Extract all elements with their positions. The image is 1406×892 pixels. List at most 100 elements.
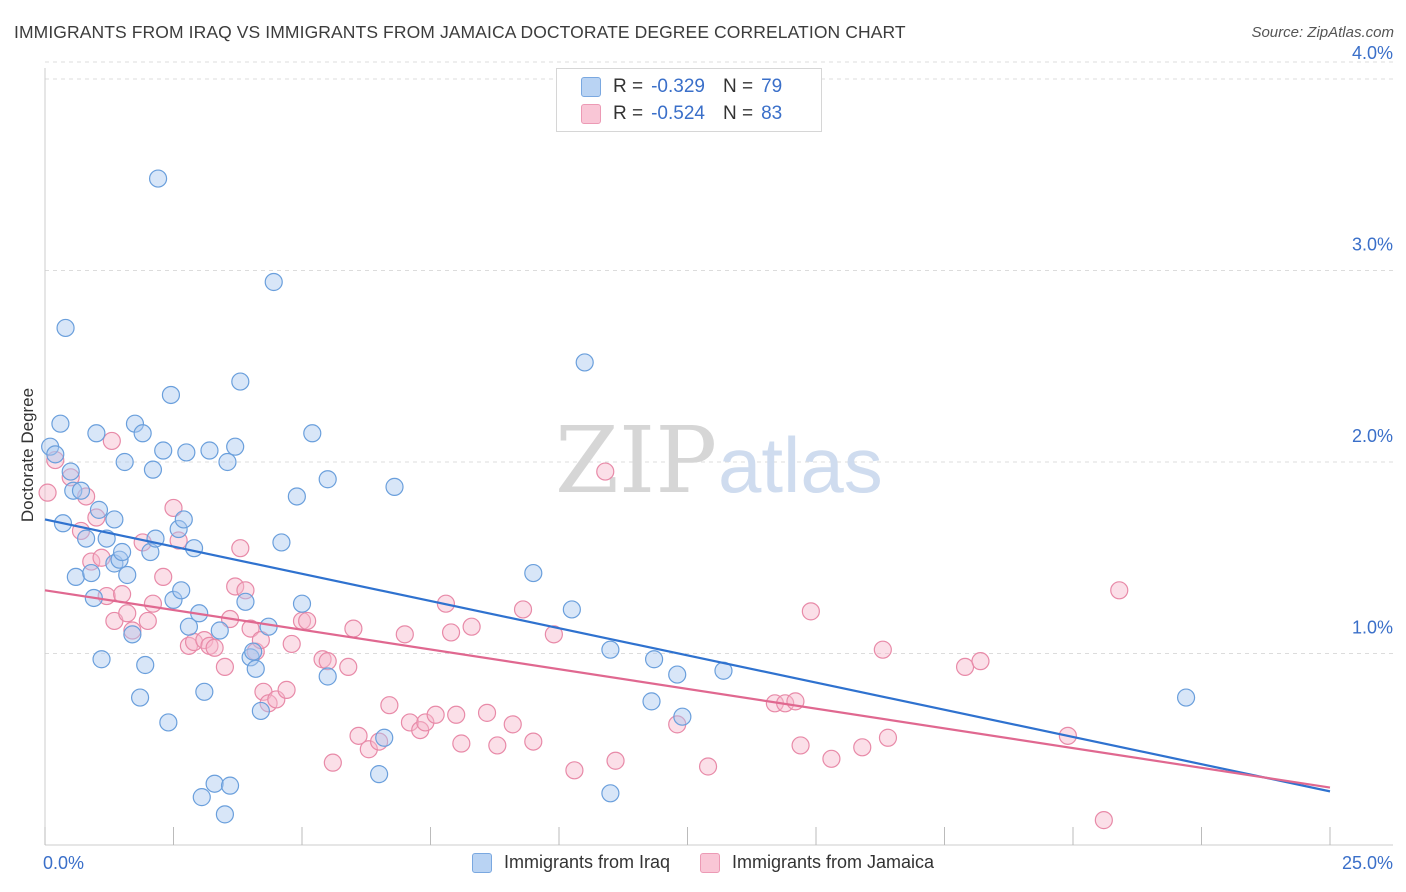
legend-n-label: N = (722, 76, 754, 97)
iraq-data-point (251, 701, 270, 721)
jamaica-data-point (61, 468, 80, 487)
iraq-data-point (642, 692, 661, 711)
jamaica-data-point (195, 630, 214, 650)
y-axis-label: Doctorate Degree (18, 388, 37, 522)
iraq-data-point (125, 414, 145, 433)
y-tick-label: 1.0% (1352, 618, 1393, 638)
jamaica-data-point (698, 757, 718, 776)
jamaica-data-point (606, 751, 625, 770)
iraq-data-point (154, 441, 173, 460)
jamaica-data-point (462, 617, 481, 636)
jamaica-data-point (395, 625, 414, 644)
jamaica-data-point (241, 619, 260, 638)
jamaica-data-point (596, 462, 615, 481)
jamaica-data-point (349, 726, 368, 745)
jamaica-data-point (231, 539, 250, 558)
jamaica-data-point (791, 736, 810, 755)
iraq-data-point (200, 441, 219, 460)
iraq-data-point (87, 424, 106, 443)
jamaica-data-point (123, 621, 142, 640)
jamaica-data-point (298, 611, 317, 631)
jamaica-data-point (215, 657, 234, 677)
jamaica-data-point (955, 657, 975, 677)
iraq-data-point (141, 542, 160, 562)
jamaica-data-point (1110, 581, 1129, 600)
legend-label-iraq: Immigrants from Iraq (503, 852, 670, 872)
iraq-data-point (192, 788, 211, 807)
jamaica-data-point (344, 619, 363, 638)
iraq-data-point (71, 481, 91, 500)
iraq-data-point (46, 445, 65, 464)
legend-n-label: N = (722, 103, 754, 124)
iraq-data-point (246, 659, 265, 678)
iraq-data-point (215, 805, 234, 824)
iraq-data-point (195, 682, 214, 701)
jamaica-data-point (878, 728, 898, 747)
series-iraq-points (41, 169, 1196, 824)
jamaica-data-point (380, 696, 399, 715)
iraq-data-point (105, 510, 124, 529)
jamaica-data-point (282, 634, 301, 654)
iraq-data-point (56, 318, 75, 338)
iraq-data-point (64, 481, 83, 500)
iraq-data-point (123, 625, 142, 644)
jamaica-data-point (426, 705, 445, 724)
iraq-data-point (143, 460, 163, 479)
jamaica-data-point (971, 652, 990, 671)
jamaica-data-point (38, 483, 57, 502)
jamaica-data-point (205, 638, 224, 657)
iraq-data-point (77, 529, 96, 548)
legend-r-label: R = (613, 103, 644, 124)
jamaica-data-point (318, 652, 337, 671)
iraq-data-point (161, 385, 181, 405)
legend-item-iraq: Immigrants from Iraq (471, 852, 670, 873)
jamaica-data-point (447, 705, 466, 724)
iraq-data-point (210, 621, 229, 640)
trend-lines (44, 518, 1331, 793)
jamaica-data-point (853, 738, 872, 757)
watermark-atlas: atlas (718, 421, 883, 509)
x-tick-label-max: 25.0% (1342, 853, 1393, 873)
legend-swatch-jamaica (700, 852, 720, 873)
legend-r-value-jamaica: -0.524 (651, 103, 705, 124)
series-legend: Immigrants from Iraq Immigrants from Jam… (0, 852, 1406, 873)
iraq-data-point (385, 477, 404, 496)
legend-r-label: R = (613, 76, 644, 97)
jamaica-data-point (143, 594, 163, 613)
iraq-data-point (51, 414, 70, 433)
iraq-data-point (231, 372, 250, 391)
jamaica-data-point (544, 625, 563, 644)
iraq-data-point (205, 774, 224, 793)
iraq-data-point (164, 590, 183, 609)
iraq-data-point (236, 592, 255, 611)
legend-row-iraq: R = -0.329 N = 79 (581, 74, 782, 100)
iraq-data-point (1176, 688, 1196, 707)
chart-title: IMMIGRANTS FROM IRAQ VS IMMIGRANTS FROM … (14, 22, 906, 42)
jamaica-data-point (323, 753, 342, 772)
jamaica-data-point (112, 585, 132, 604)
iraq-data-point (644, 650, 664, 669)
jamaica-data-point (359, 740, 378, 759)
jamaica-data-point (477, 703, 497, 722)
iraq-data-point (272, 533, 291, 552)
iraq-data-point (673, 707, 692, 726)
iraq-data-point (169, 519, 188, 539)
legend-swatch-jamaica (581, 104, 601, 124)
jamaica-data-point (801, 602, 820, 621)
iraq-data-point (172, 581, 191, 600)
grid-lines (45, 61, 1393, 654)
jamaica-data-point (416, 713, 435, 732)
legend-row-jamaica: R = -0.524 N = 83 (581, 101, 782, 127)
legend-r-value-iraq: -0.329 (651, 76, 705, 97)
iraq-data-point (184, 539, 204, 558)
iraq-data-point (601, 784, 620, 803)
legend-n-value-jamaica: 83 (761, 103, 783, 124)
iraq-data-point (226, 437, 245, 456)
iraq-data-point (159, 713, 178, 732)
iraq-data-point (115, 452, 134, 472)
iraq-data-point (218, 452, 237, 472)
jamaica-data-point (138, 611, 157, 631)
iraq-data-point (61, 462, 80, 481)
iraq-data-point (318, 667, 337, 686)
